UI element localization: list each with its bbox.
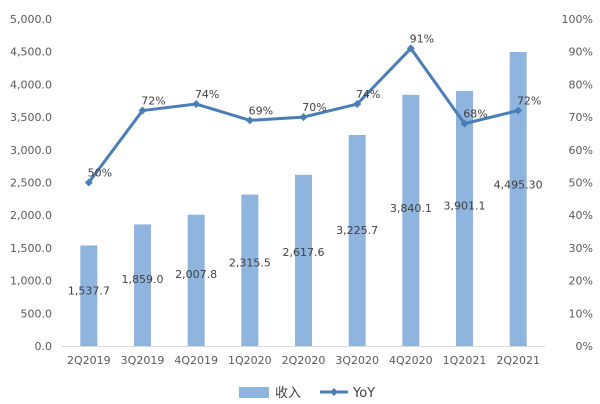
line-data-label: 69% bbox=[249, 104, 273, 117]
left-axis-tick-label: 1,000.0 bbox=[10, 275, 52, 288]
line-series bbox=[84, 44, 523, 187]
x-axis-tick-label: 4Q2019 bbox=[174, 354, 218, 367]
left-axis-tick-label: 500.0 bbox=[21, 307, 53, 320]
bar-data-label: 1,859.0 bbox=[122, 273, 164, 286]
bar-data-label: 3,840.1 bbox=[390, 202, 432, 215]
bar-data-label: 2,617.6 bbox=[283, 246, 325, 259]
line-data-label: 50% bbox=[88, 167, 112, 180]
right-axis-tick-label: 30% bbox=[569, 242, 593, 255]
line-data-label: 74% bbox=[195, 88, 219, 101]
bar bbox=[509, 52, 527, 346]
line-point bbox=[514, 106, 523, 115]
x-axis-tick-label: 3Q2020 bbox=[335, 354, 379, 367]
bar-series bbox=[80, 52, 527, 347]
line-data-label: 70% bbox=[302, 101, 326, 114]
bar bbox=[456, 90, 473, 346]
left-axis-tick-label: 4,000.0 bbox=[10, 78, 52, 91]
x-axis-tick-label: 1Q2021 bbox=[443, 354, 487, 367]
x-axis-tick-label: 3Q2019 bbox=[121, 354, 165, 367]
bar bbox=[134, 224, 151, 346]
line-data-label: 68% bbox=[463, 108, 487, 121]
line-data-label: 74% bbox=[356, 88, 380, 101]
right-axis-tick-label: 20% bbox=[569, 275, 593, 288]
line-data-label: 72% bbox=[141, 95, 165, 108]
left-axis-ticks: 0.0 500.0 1,000.0 1,500.0 2,000.0 2,500.0 3,00… bbox=[10, 13, 52, 353]
right-axis-tick-label: 0% bbox=[576, 340, 593, 353]
bar-data-label: 2,315.5 bbox=[229, 257, 271, 270]
bar bbox=[348, 135, 366, 346]
line-point bbox=[192, 100, 201, 109]
left-axis-tick-label: 4,500.0 bbox=[10, 46, 52, 59]
left-axis-tick-label: 5,000.0 bbox=[10, 13, 52, 26]
legend-line-marker bbox=[330, 388, 338, 396]
bar bbox=[295, 174, 312, 346]
left-axis-tick-label: 2,000.0 bbox=[10, 209, 52, 222]
left-axis-tick-label: 3,000.0 bbox=[10, 144, 52, 157]
legend: 收入 YoY bbox=[239, 386, 375, 401]
bar-data-label: 4,495.30 bbox=[494, 178, 543, 191]
line-data-labels: 50% 72% 74% 69% 70% 74% 91% 68% 72% bbox=[88, 32, 542, 179]
line-data-label: 91% bbox=[410, 32, 434, 45]
right-axis-tick-label: 70% bbox=[569, 111, 593, 124]
bar bbox=[402, 94, 420, 347]
x-axis-ticks: 2Q2019 3Q2019 4Q2019 1Q2020 2Q2020 3Q2020 4Q20… bbox=[67, 354, 540, 367]
line-point bbox=[299, 113, 308, 122]
bar-data-label: 2,007.8 bbox=[175, 268, 217, 281]
bar-data-label: 3,901.1 bbox=[444, 200, 486, 213]
right-axis-tick-label: 40% bbox=[569, 209, 593, 222]
line-point bbox=[84, 178, 93, 187]
bar bbox=[80, 245, 98, 346]
line-point bbox=[245, 116, 254, 125]
left-axis-tick-label: 1,500.0 bbox=[10, 242, 52, 255]
line-point bbox=[406, 44, 415, 53]
left-axis-tick-label: 3,500.0 bbox=[10, 111, 52, 124]
line-point bbox=[138, 106, 147, 115]
x-axis-tick-label: 2Q2020 bbox=[282, 354, 326, 367]
left-axis-tick-label: 2,500.0 bbox=[10, 177, 52, 190]
x-axis-tick-label: 2Q2019 bbox=[67, 354, 111, 367]
line-data-label: 72% bbox=[517, 95, 541, 108]
x-axis-tick-label: 1Q2020 bbox=[228, 354, 272, 367]
bar-data-label: 1,537.7 bbox=[68, 285, 110, 298]
right-axis-tick-label: 50% bbox=[569, 177, 593, 190]
x-axis-tick-label: 2Q2021 bbox=[496, 354, 540, 367]
right-axis-tick-label: 60% bbox=[569, 144, 593, 157]
right-axis-tick-label: 100% bbox=[562, 13, 593, 26]
x-axis-tick-label: 4Q2020 bbox=[389, 354, 433, 367]
right-axis-tick-label: 90% bbox=[569, 46, 593, 59]
line-point bbox=[460, 119, 469, 128]
bar bbox=[187, 214, 205, 346]
left-axis-tick-label: 0.0 bbox=[35, 340, 53, 353]
line-point bbox=[353, 100, 362, 109]
bar bbox=[241, 194, 259, 346]
bar-data-label: 3,225.7 bbox=[336, 224, 378, 237]
right-axis-tick-label: 10% bbox=[569, 307, 593, 320]
legend-bar-label: 收入 bbox=[275, 386, 301, 401]
legend-line-label: YoY bbox=[352, 386, 375, 401]
legend-bar-swatch bbox=[239, 387, 269, 398]
right-axis-ticks: 0% 10% 20% 30% 40% 50% 60% 70% 80% 90% 100% bbox=[562, 13, 593, 353]
bar-data-labels: 1,537.7 1,859.0 2,007.8 2,315.5 2,617.6 3,225… bbox=[68, 178, 543, 297]
right-axis-tick-label: 80% bbox=[569, 78, 593, 91]
